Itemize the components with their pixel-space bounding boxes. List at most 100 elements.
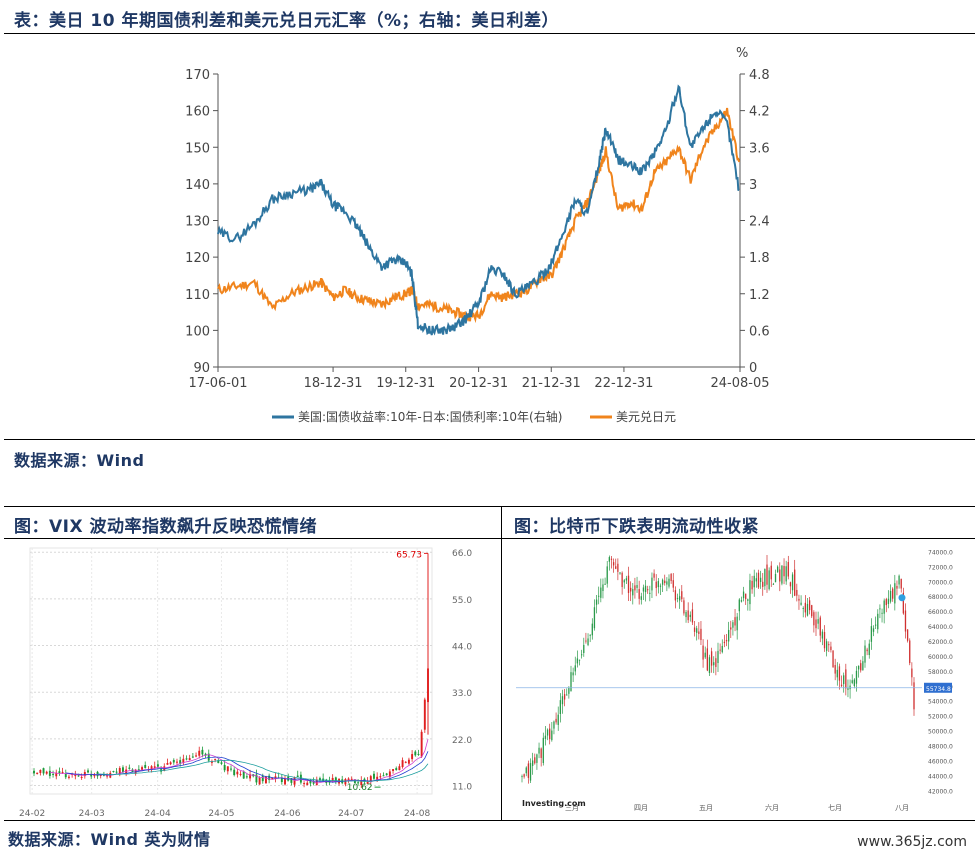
btc-candle xyxy=(913,682,915,710)
btc-candle xyxy=(804,602,807,613)
vix-candle xyxy=(223,764,226,771)
btc-candle xyxy=(751,580,753,590)
x-tick-label: 19-12-31 xyxy=(376,376,435,391)
btc-candle xyxy=(840,684,843,686)
vix-candle xyxy=(122,767,124,773)
btc-candle xyxy=(636,585,638,588)
vix-candle xyxy=(388,771,391,777)
btc-candle xyxy=(608,557,611,562)
vix-candle xyxy=(58,771,61,774)
btc-candle xyxy=(542,737,544,764)
btc-candle xyxy=(794,569,796,596)
btc-y-tick-label: 72000.0 xyxy=(928,564,953,571)
btc-x-tick-label: 七月 xyxy=(828,803,842,812)
btc-candle xyxy=(730,627,732,630)
btc-x-tick-label: 四月 xyxy=(634,804,648,812)
vix-candle xyxy=(290,778,293,783)
btc-candle xyxy=(715,658,717,667)
btc-candle xyxy=(900,578,902,589)
vix-chart: 11.0 22.0 33.0 44.0 55.0 66.0 24-02 24-03 24-04 2… xyxy=(19,547,472,819)
btc-candle xyxy=(600,587,602,598)
btc-candle xyxy=(770,565,772,580)
btc-candle xyxy=(653,573,655,578)
vix-candle xyxy=(67,776,70,778)
vix-candle xyxy=(331,777,334,781)
btc-candle xyxy=(529,763,532,781)
btc-candle xyxy=(704,652,706,658)
btc-candle xyxy=(706,648,709,671)
btc-candle xyxy=(717,650,719,664)
btc-candle xyxy=(766,564,768,585)
btc-candle xyxy=(629,587,632,592)
btc-candle xyxy=(615,566,617,569)
btc-candle xyxy=(546,729,549,736)
btc-candle xyxy=(783,565,785,577)
btc-candle xyxy=(570,672,572,692)
vix-candle xyxy=(293,777,296,785)
vix-y-tick-label: 22.0 xyxy=(452,736,472,746)
vix-candle xyxy=(33,770,35,774)
vix-candle xyxy=(131,769,134,773)
vix-candle xyxy=(201,749,204,755)
vix-candle xyxy=(271,777,274,780)
vix-candle xyxy=(80,776,83,778)
vix-candle xyxy=(350,778,353,780)
btc-candle xyxy=(693,627,696,632)
btc-candle xyxy=(732,622,734,628)
btc-candle xyxy=(764,569,766,587)
vix-candle xyxy=(414,751,417,756)
vix-candle xyxy=(185,758,188,760)
btc-y-tick-label: 70000.0 xyxy=(928,579,953,586)
btc-candle xyxy=(559,700,562,714)
vix-candle xyxy=(360,780,363,786)
vix-candle xyxy=(87,770,89,773)
btc-candle xyxy=(525,767,527,774)
vix-candle xyxy=(264,776,267,784)
left-tick-label: 120 xyxy=(185,251,210,266)
main-chart: 90 100 110 120 130 140 150 160 170 0 0.6 1.2 1.8 2.4 3… xyxy=(185,46,770,424)
vix-candle xyxy=(115,771,118,773)
vix-candle xyxy=(166,762,169,765)
btc-candle xyxy=(892,588,894,599)
btc-y-tick-label: 46000.0 xyxy=(928,758,953,765)
btc-candle xyxy=(838,666,841,681)
btc-candle xyxy=(623,580,625,583)
vix-ma-line xyxy=(65,751,429,783)
vix-candle xyxy=(284,778,286,785)
vix-candle xyxy=(369,776,372,782)
btc-y-tick-label: 54000.0 xyxy=(928,699,953,706)
bottom-source: 数据来源：Wind 英为财情 xyxy=(8,830,211,849)
btc-candle xyxy=(566,694,568,696)
btc-candle xyxy=(523,774,525,777)
vix-candle xyxy=(64,773,67,778)
btc-candle xyxy=(860,663,862,671)
btc-candle xyxy=(800,602,802,605)
btc-candle xyxy=(555,718,557,723)
btc-candle xyxy=(872,628,875,632)
btc-candle xyxy=(700,628,702,641)
btc-candle xyxy=(553,721,555,729)
btc-candle xyxy=(587,638,589,646)
btc-candle xyxy=(540,748,542,758)
btc-candle xyxy=(544,735,547,739)
vix-candle xyxy=(169,762,172,765)
btc-candle xyxy=(655,581,657,589)
left-tick-label: 110 xyxy=(185,288,210,303)
btc-candle xyxy=(745,593,747,600)
btc-candle xyxy=(879,608,881,610)
btc-candle xyxy=(736,616,738,631)
right-tick-label: 3.6 xyxy=(749,141,770,156)
btc-candle xyxy=(534,757,536,764)
vix-candle xyxy=(395,768,398,771)
btc-candle xyxy=(602,584,604,592)
btc-candle xyxy=(855,670,858,684)
btc-candle xyxy=(796,589,798,596)
vix-candle xyxy=(319,778,321,781)
vix-x-tick-label: 24-04 xyxy=(145,809,171,819)
left-tick-label: 140 xyxy=(185,178,210,193)
vix-candle xyxy=(141,767,143,770)
vix-x-tick-label: 24-03 xyxy=(79,809,105,819)
btc-candle xyxy=(787,562,789,577)
btc-candle xyxy=(568,687,570,694)
vix-candle xyxy=(385,773,388,776)
